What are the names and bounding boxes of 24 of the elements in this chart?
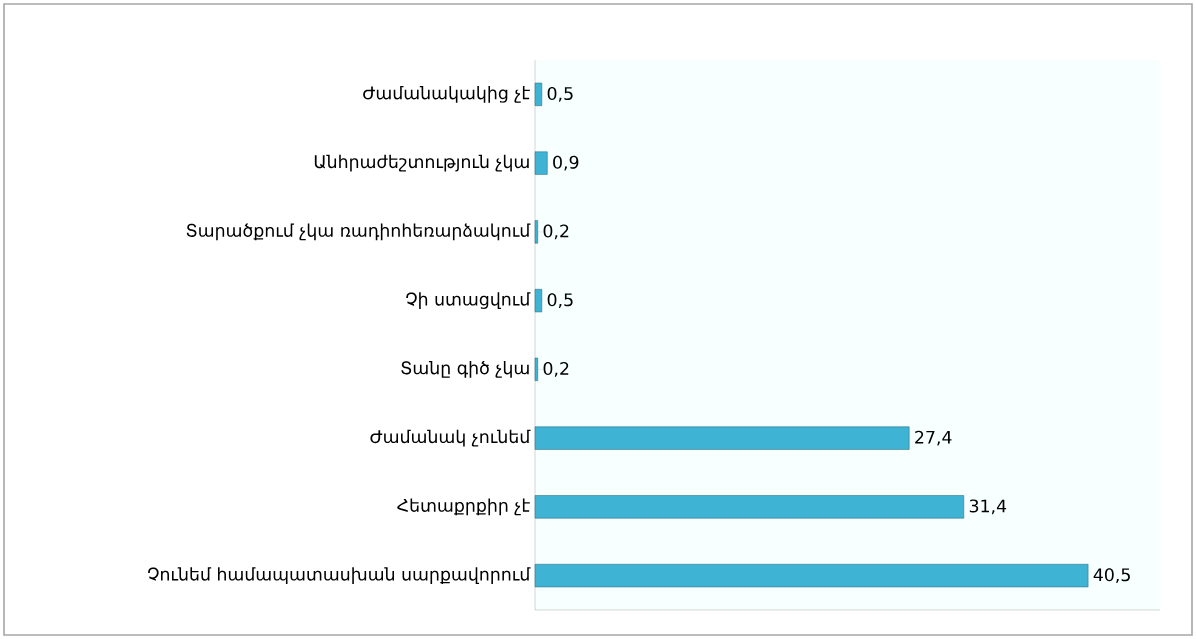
y-tick-label: Տարածքում չկա ռադիոհեռարձակում [186,223,531,241]
data-label: 0,2 [543,361,569,377]
bar [534,82,543,106]
data-label: 0,5 [547,293,573,309]
bar [534,357,538,381]
y-tick-label: Ժամանակակից չէ [363,85,530,103]
bar [534,289,543,313]
data-label: 40,5 [1093,568,1130,584]
data-label: 0,2 [543,224,569,240]
data-label: 0,5 [547,86,573,102]
y-tick-label: Անհրաժեշտություն չկա [314,154,529,172]
y-tick-label: Չի ստացվում [406,292,531,309]
y-tick-label: Ժամանակ չունեմ [370,429,531,447]
y-tick-label: Հետաքրքիր չէ [397,498,530,516]
bar [534,426,910,450]
y-tick-label: Տանը գիծ չկա [401,360,529,378]
bar [534,564,1089,588]
bar [534,220,538,244]
data-label: 0,9 [553,155,579,171]
data-label: 27,4 [915,430,952,446]
y-tick-label: Չունեմ համապատասխան սարքավորում [148,567,531,584]
bar [534,151,548,175]
bar [534,495,965,519]
data-label: 31,4 [969,499,1007,515]
